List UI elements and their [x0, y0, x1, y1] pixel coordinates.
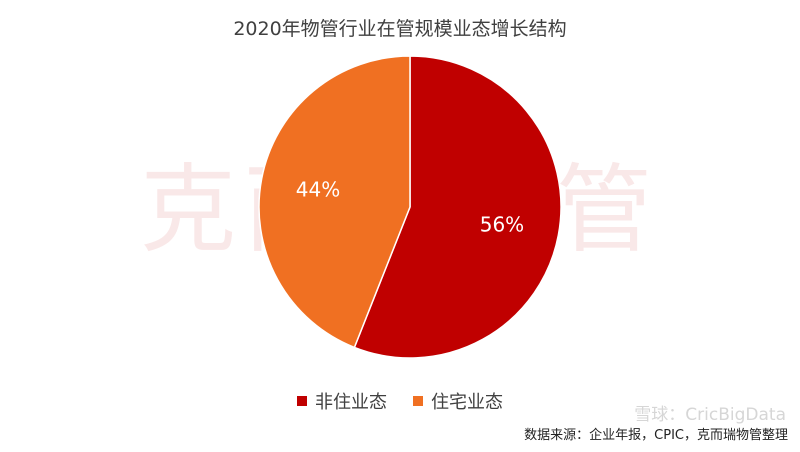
source-note: 数据来源：企业年报，CPIC，克而瑞物管整理 — [524, 428, 788, 443]
legend: 非住业态 住宅业态 — [0, 388, 800, 414]
legend-label-residential: 住宅业态 — [431, 392, 503, 413]
pie-label-non-residential: 56% — [480, 213, 524, 237]
legend-item-residential: 住宅业态 — [413, 388, 503, 414]
legend-swatch-residential — [413, 396, 423, 406]
legend-item-non-residential: 非住业态 — [297, 388, 387, 414]
legend-label-non-residential: 非住业态 — [315, 392, 387, 413]
pie-label-residential: 44% — [296, 177, 340, 201]
logo-watermark: 雪球：CricBigData — [634, 405, 786, 425]
pie-slice-non-residential — [353, 55, 562, 359]
pie-slice-residential — [258, 55, 411, 349]
chart-title: 2020年物管行业在管规模业态增长结构 — [233, 18, 567, 40]
legend-swatch-non-residential — [297, 396, 307, 406]
